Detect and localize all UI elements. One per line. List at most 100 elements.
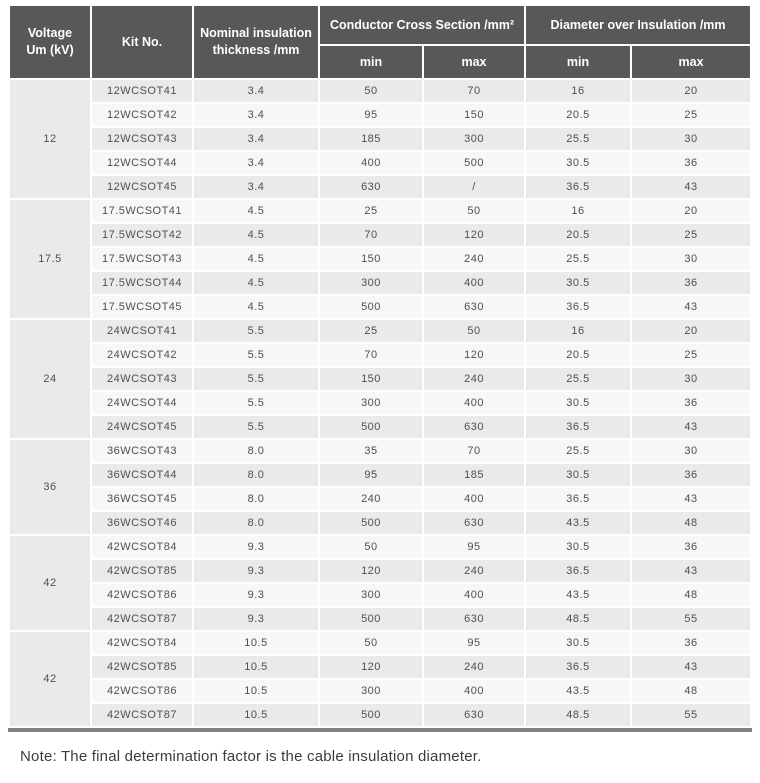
ccs-max-cell: 95: [424, 536, 525, 558]
ccs-min-cell: 25: [320, 320, 422, 342]
doi-min-cell: 30.5: [526, 272, 631, 294]
ccs-max-cell: 120: [424, 224, 525, 246]
spec-table-wrapper: Voltage Um (kV) Kit No. Nominal insulati…: [8, 4, 752, 732]
voltage-group-cell: 17.5: [10, 200, 90, 318]
ccs-min-cell: 500: [320, 704, 422, 726]
table-row: 42WCSOT86 9.3 300 400 43.5 48: [10, 584, 751, 606]
doi-max-cell: 20: [632, 80, 751, 102]
doi-max-cell: 20: [632, 320, 751, 342]
kit-no-cell: 36WCSOT43: [92, 440, 192, 462]
kit-no-cell: 12WCSOT42: [92, 104, 192, 126]
doi-min-cell: 25.5: [526, 440, 631, 462]
thickness-cell: 5.5: [194, 392, 318, 414]
doi-max-cell: 43: [632, 560, 751, 582]
ccs-max-cell: 630: [424, 416, 525, 438]
kit-no-cell: 17.5WCSOT43: [92, 248, 192, 270]
thickness-cell: 4.5: [194, 248, 318, 270]
ccs-min-cell: 630: [320, 176, 422, 198]
doi-min-cell: 36.5: [526, 488, 631, 510]
ccs-max-cell: 630: [424, 296, 525, 318]
ccs-max-cell: 150: [424, 104, 525, 126]
thickness-cell: 10.5: [194, 704, 318, 726]
voltage-group-cell: 24: [10, 320, 90, 438]
kit-no-cell: 42WCSOT85: [92, 560, 192, 582]
doi-min-cell: 20.5: [526, 344, 631, 366]
table-row: 24WCSOT42 5.5 70 120 20.5 25: [10, 344, 751, 366]
doi-min-cell: 43.5: [526, 680, 631, 702]
thickness-cell: 4.5: [194, 224, 318, 246]
header-kit-no: Kit No.: [92, 6, 192, 78]
table-row: 12 12WCSOT41 3.4 50 70 16 20: [10, 80, 751, 198]
header-doi-max: max: [632, 46, 751, 78]
thickness-cell: 9.3: [194, 560, 318, 582]
header-voltage: Voltage Um (kV): [10, 6, 90, 78]
ccs-max-cell: 400: [424, 392, 525, 414]
doi-min-cell: 36.5: [526, 560, 631, 582]
ccs-max-cell: 50: [424, 320, 525, 342]
kit-no-cell: 12WCSOT45: [92, 176, 192, 198]
doi-max-cell: 43: [632, 488, 751, 510]
table-row: 17.5WCSOT45 4.5 500 630 36.5 43: [10, 296, 751, 318]
kit-no-cell: 12WCSOT43: [92, 128, 192, 150]
ccs-min-cell: 300: [320, 584, 422, 606]
kit-no-cell: 42WCSOT84: [92, 632, 192, 654]
ccs-min-cell: 300: [320, 680, 422, 702]
thickness-cell: 3.4: [194, 128, 318, 150]
thickness-cell: 8.0: [194, 512, 318, 534]
table-row: 12WCSOT43 3.4 185 300 25.5 30: [10, 128, 751, 150]
doi-max-cell: 43: [632, 296, 751, 318]
doi-max-cell: 25: [632, 104, 751, 126]
table-row: 42WCSOT85 9.3 120 240 36.5 43: [10, 560, 751, 582]
table-row: 12WCSOT44 3.4 400 500 30.5 36: [10, 152, 751, 174]
ccs-max-cell: 400: [424, 272, 525, 294]
ccs-max-cell: 240: [424, 560, 525, 582]
ccs-min-cell: 150: [320, 368, 422, 390]
doi-max-cell: 43: [632, 416, 751, 438]
table-row: 42 42WCSOT84 9.3 50 95 30.5 36: [10, 536, 751, 630]
thickness-cell: 3.4: [194, 176, 318, 198]
thickness-cell: 5.5: [194, 320, 318, 342]
table-row: 24WCSOT44 5.5 300 400 30.5 36: [10, 392, 751, 414]
thickness-cell: 9.3: [194, 584, 318, 606]
ccs-min-cell: 50: [320, 80, 422, 102]
kit-no-cell: 42WCSOT84: [92, 536, 192, 558]
table-row: 12WCSOT42 3.4 95 150 20.5 25: [10, 104, 751, 126]
table-row: 36WCSOT46 8.0 500 630 43.5 48: [10, 512, 751, 534]
table-row: 24WCSOT45 5.5 500 630 36.5 43: [10, 416, 751, 438]
voltage-group-cell: 42: [10, 632, 90, 726]
ccs-max-cell: 50: [424, 200, 525, 222]
header-ccs-max: max: [424, 46, 525, 78]
ccs-min-cell: 50: [320, 632, 422, 654]
kit-no-cell: 36WCSOT44: [92, 464, 192, 486]
ccs-min-cell: 300: [320, 272, 422, 294]
ccs-min-cell: 25: [320, 200, 422, 222]
header-diameter-over-insulation: Diameter over Insulation /mm: [526, 6, 751, 44]
doi-max-cell: 30: [632, 440, 751, 462]
kit-no-cell: 24WCSOT41: [92, 320, 192, 342]
ccs-max-cell: 185: [424, 464, 525, 486]
doi-min-cell: 48.5: [526, 608, 631, 630]
doi-max-cell: 36: [632, 632, 751, 654]
table-row: 17.5WCSOT43 4.5 150 240 25.5 30: [10, 248, 751, 270]
kit-no-cell: 42WCSOT86: [92, 584, 192, 606]
doi-max-cell: 30: [632, 368, 751, 390]
ccs-max-cell: 120: [424, 344, 525, 366]
ccs-min-cell: 500: [320, 608, 422, 630]
doi-min-cell: 36.5: [526, 656, 631, 678]
kit-no-cell: 17.5WCSOT45: [92, 296, 192, 318]
doi-min-cell: 20.5: [526, 104, 631, 126]
table-row: 17.5WCSOT42 4.5 70 120 20.5 25: [10, 224, 751, 246]
ccs-max-cell: 630: [424, 512, 525, 534]
doi-max-cell: 36: [632, 272, 751, 294]
ccs-min-cell: 150: [320, 248, 422, 270]
kit-no-cell: 17.5WCSOT44: [92, 272, 192, 294]
doi-max-cell: 43: [632, 176, 751, 198]
table-row: 17.5WCSOT44 4.5 300 400 30.5 36: [10, 272, 751, 294]
voltage-group-cell: 12: [10, 80, 90, 198]
page: Voltage Um (kV) Kit No. Nominal insulati…: [0, 4, 760, 783]
ccs-max-cell: 630: [424, 704, 525, 726]
kit-no-cell: 42WCSOT87: [92, 608, 192, 630]
table-row: 24WCSOT43 5.5 150 240 25.5 30: [10, 368, 751, 390]
kit-no-cell: 24WCSOT42: [92, 344, 192, 366]
kit-no-cell: 36WCSOT45: [92, 488, 192, 510]
